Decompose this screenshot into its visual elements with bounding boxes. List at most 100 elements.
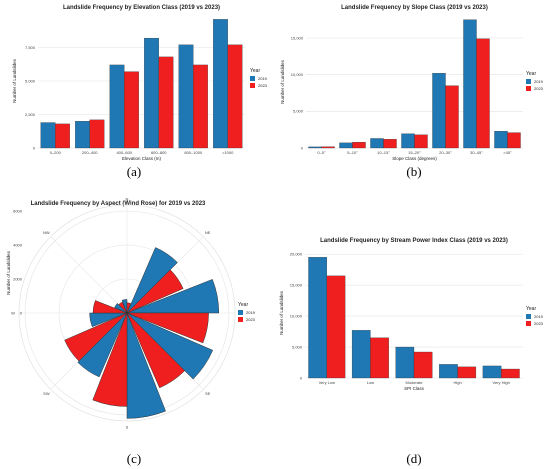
panel-a-bar-2023 bbox=[158, 56, 174, 149]
panel-c-ylabel: Number of Landslides bbox=[6, 250, 11, 295]
panel-b-xtick-label: 0–5° bbox=[317, 150, 326, 155]
panel-c-legend-swatch-2019 bbox=[238, 310, 243, 315]
panel-b-xtick-label: >45° bbox=[503, 150, 512, 155]
panel-a-xtick-label: 600–800 bbox=[151, 150, 167, 155]
panel-d-legend-label-2019: 2019 bbox=[534, 314, 544, 319]
panel-c-wedge-2023 bbox=[92, 312, 128, 407]
panel-a-ylabel: Number of Landslides bbox=[12, 58, 17, 103]
panel-b-bar-2023 bbox=[445, 85, 459, 149]
panel-b-ylabel: Number of Landslides bbox=[280, 59, 285, 104]
panel-d-bar-2023 bbox=[370, 337, 389, 379]
panel-c-title: Landslide Frequency by Aspect (Wind Rose… bbox=[31, 201, 206, 207]
panel-d-bar-2023 bbox=[457, 366, 477, 379]
panel-a-elevation-chart: Landslide Frequency by Elevation Class (… bbox=[12, 5, 268, 161]
panel-b-legend-swatch-2023 bbox=[526, 86, 531, 91]
panel-c-legend-label-2019: 2019 bbox=[246, 310, 256, 315]
panel-a-legend-swatch-2019 bbox=[250, 76, 255, 81]
panel-c-wedge-2019 bbox=[114, 303, 128, 314]
panel-c-wedge-2019 bbox=[77, 312, 128, 378]
panel-a-title: Landslide Frequency by Elevation Class (… bbox=[63, 5, 220, 11]
panel-d-xtick-label: High bbox=[453, 380, 461, 385]
panel-d-xtick-label: Moderate bbox=[406, 380, 424, 385]
panel-a-xtick-label: 400–600 bbox=[116, 150, 132, 155]
panel-d-legend-swatch-2023 bbox=[526, 321, 531, 326]
panel-c-aspect-wind-rose: Landslide Frequency by Aspect (Wind Rose… bbox=[6, 197, 256, 430]
panel-a-bar-2023 bbox=[124, 71, 139, 149]
panel-a-ytick-label: 7,500 bbox=[25, 45, 36, 50]
panel-d-bar-2019 bbox=[308, 257, 327, 379]
panel-a-ytick-label: 5,000 bbox=[25, 78, 36, 83]
panel-d-xtick-label: Very High bbox=[493, 380, 510, 385]
panel-d-bar-2023 bbox=[326, 275, 346, 379]
panel-b-xtick-label: 15–20° bbox=[408, 150, 421, 155]
panel-a-bar-2019 bbox=[40, 122, 56, 149]
panel-a-xlabel: Elevation Class (m) bbox=[122, 156, 162, 161]
panel-c-wedge-2023 bbox=[126, 269, 184, 314]
panel-a-xtick-label: >1000 bbox=[222, 150, 234, 155]
panel-label-d: (d) bbox=[406, 451, 421, 466]
panel-c-direction-label: NE bbox=[205, 230, 211, 235]
panel-c-wedge-2023 bbox=[118, 301, 128, 314]
panel-a-bar-2019 bbox=[213, 19, 228, 149]
panel-d-ylabel: Number of Landslides bbox=[279, 290, 284, 335]
panel-b-ytick-label: 0 bbox=[301, 145, 304, 150]
panel-d-legend-swatch-2019 bbox=[526, 314, 531, 319]
panel-c-wedge-2019 bbox=[126, 312, 214, 380]
panel-d-legend-label-2023: 2023 bbox=[534, 321, 544, 326]
panel-a-bar-2023 bbox=[193, 64, 208, 149]
panel-a-bar-2019 bbox=[144, 37, 159, 149]
panel-c-spoke bbox=[50, 236, 128, 314]
panel-label-c: (c) bbox=[127, 451, 141, 466]
panel-b-bar-2019 bbox=[463, 19, 477, 149]
panel-d-xtick-label: Low bbox=[367, 380, 374, 385]
panel-c-rtick-label: 4000 bbox=[13, 242, 23, 247]
panel-d-bar-2023 bbox=[413, 351, 433, 379]
panel-c-rtick-label: 6000 bbox=[13, 208, 23, 213]
panel-d-title: Landslide Frequency by Stream Power Inde… bbox=[320, 238, 508, 244]
panel-d-xlabel: SPI Class bbox=[404, 386, 425, 391]
panel-b-bar-2023 bbox=[321, 146, 335, 149]
panel-b-bar-2019 bbox=[494, 130, 508, 149]
panel-b-bar-2019 bbox=[401, 133, 415, 149]
panel-a-bar-2019 bbox=[75, 121, 90, 149]
panel-a-bar-2023 bbox=[227, 44, 243, 149]
panel-d-ytick-label: 15,000 bbox=[290, 283, 303, 288]
panel-c-rtick-label: 2000 bbox=[13, 276, 23, 281]
panel-a-bar-2023 bbox=[89, 119, 105, 149]
panel-c-wedge-2019 bbox=[126, 279, 220, 314]
panel-c-wedge-2019 bbox=[89, 312, 128, 328]
panel-b-ytick-label: 15,000 bbox=[291, 35, 304, 40]
panel-b-legend-title: Year bbox=[526, 71, 536, 77]
panel-d-bar-2019 bbox=[482, 365, 502, 379]
panel-c-legend-swatch-2023 bbox=[238, 317, 243, 322]
panel-d-ytick-label: 5,000 bbox=[292, 344, 303, 349]
panel-b-xtick-label: 30–45° bbox=[470, 150, 483, 155]
panel-c-legend-label-2023: 2023 bbox=[246, 317, 256, 322]
panel-c-direction-label: NW bbox=[43, 230, 50, 235]
panel-d-legend-title: Year bbox=[526, 306, 536, 312]
panel-c-direction-label: W bbox=[11, 311, 15, 316]
panel-a-ytick-label: 2,500 bbox=[25, 112, 36, 117]
panel-b-bar-2023 bbox=[414, 134, 428, 149]
panel-label-a: (a) bbox=[127, 164, 141, 179]
panel-b-title: Landslide Frequency by Slope Class (2019… bbox=[341, 5, 488, 11]
panel-b-legend-label-2023: 2023 bbox=[534, 86, 544, 91]
panel-b-bar-2019 bbox=[432, 73, 446, 149]
panel-b-bar-2023 bbox=[476, 38, 490, 149]
panel-a-legend-label-2023: 2023 bbox=[258, 83, 268, 88]
panel-b-xtick-label: 5–10° bbox=[347, 150, 358, 155]
panel-c-wedge-2023 bbox=[126, 312, 209, 344]
panel-c-wedge-2019 bbox=[126, 312, 166, 419]
panel-b-xtick-label: 10–15° bbox=[377, 150, 390, 155]
panel-b-xlabel: Slope Class (degrees) bbox=[392, 156, 437, 161]
panel-a-legend-title: Year bbox=[250, 68, 260, 74]
panel-b-bar-2023 bbox=[352, 141, 366, 149]
panel-d-bar-2019 bbox=[395, 346, 415, 379]
panel-c-legend-title: Year bbox=[238, 302, 248, 308]
panel-c-direction-label: SW bbox=[43, 391, 50, 396]
panel-b-bar-2019 bbox=[370, 138, 384, 149]
panel-d-ytick-label: 20,000 bbox=[290, 252, 303, 257]
panel-d-bar-2023 bbox=[501, 368, 520, 379]
panel-b-ytick-label: 10,000 bbox=[291, 72, 304, 77]
panel-c-direction-label: SE bbox=[205, 391, 211, 396]
